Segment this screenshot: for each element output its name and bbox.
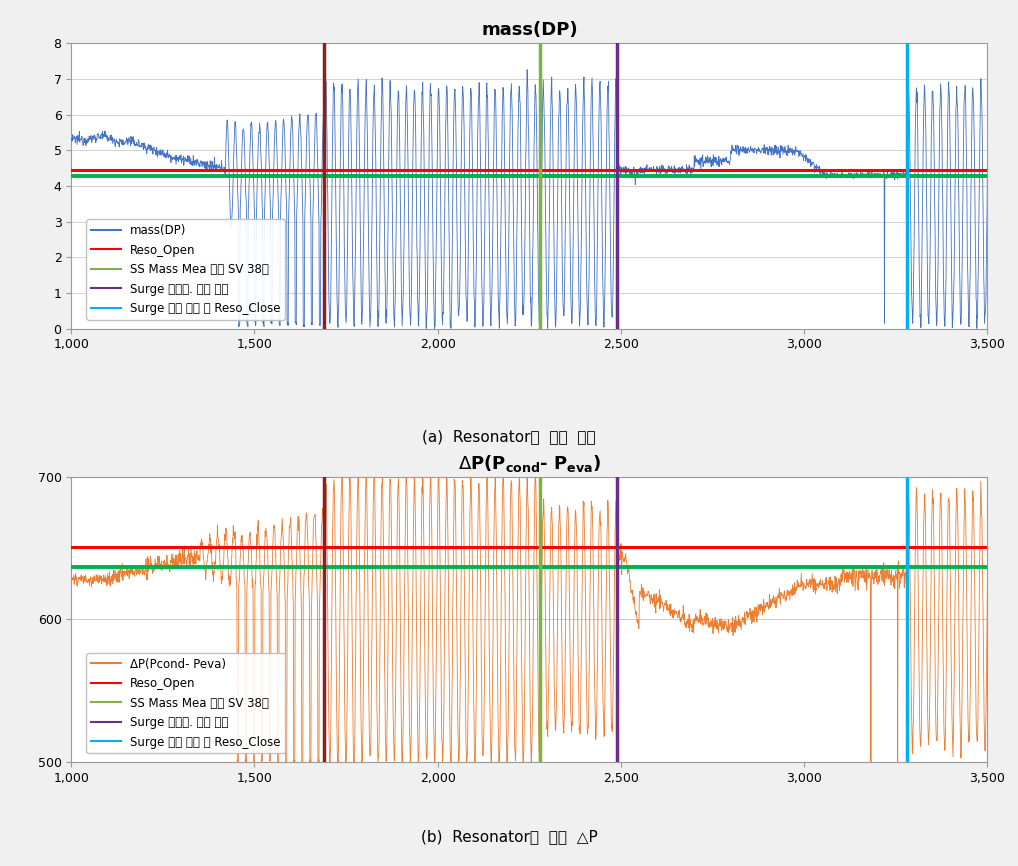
Legend: mass(DP), Reso_Open, SS Mass Mea 위해 SV 38로, Surge 없어짐. 유량 확인, Surge 다시 확인 후 Reso: mass(DP), Reso_Open, SS Mass Mea 위해 SV 3…	[87, 219, 285, 320]
Text: (b)  Resonator에  따른  △P: (b) Resonator에 따른 △P	[420, 830, 598, 844]
Legend: ΔP(Pcond- Peva), Reso_Open, SS Mass Mea 위해 SV 38로, Surge 없어짐. 유량 확인, Surge 다시 확인: ΔP(Pcond- Peva), Reso_Open, SS Mass Mea …	[87, 653, 285, 753]
Text: (a)  Resonator에  따른  유량: (a) Resonator에 따른 유량	[422, 429, 596, 443]
Title: $\Delta$P(P$_{\mathregular{cond}}$- P$_{\mathregular{eva}}$): $\Delta$P(P$_{\mathregular{cond}}$- P$_{…	[458, 453, 601, 474]
Title: mass(DP): mass(DP)	[482, 21, 577, 39]
